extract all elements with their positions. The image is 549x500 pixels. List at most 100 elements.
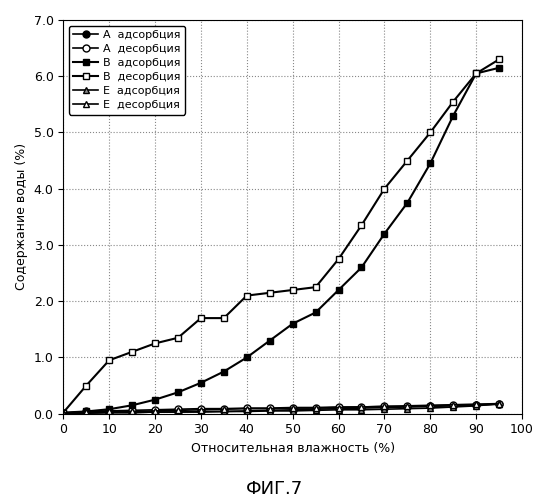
E  адсорбция xyxy=(473,403,479,409)
E  десорбция xyxy=(312,405,319,411)
A  адсорбция xyxy=(221,408,227,414)
B  десорбция xyxy=(221,315,227,321)
B  десорбция xyxy=(496,56,502,62)
A  десорбция xyxy=(450,402,457,408)
E  десорбция xyxy=(473,401,479,407)
E  адсорбция xyxy=(175,409,181,415)
E  адсорбция xyxy=(335,407,342,413)
E  десорбция xyxy=(404,403,411,409)
A  десорбция xyxy=(152,407,158,413)
B  десорбция xyxy=(473,70,479,76)
A  десорбция xyxy=(312,404,319,410)
B  десорбция xyxy=(381,186,388,192)
E  десорбция xyxy=(152,408,158,414)
A  десорбция xyxy=(129,408,136,414)
A  десорбция xyxy=(244,405,250,411)
A  адсорбция xyxy=(266,408,273,414)
B  адсорбция xyxy=(60,410,66,416)
A  адсорбция xyxy=(496,401,502,407)
Line: E  десорбция: E десорбция xyxy=(60,400,502,416)
B  адсорбция xyxy=(244,354,250,360)
A  десорбция xyxy=(358,404,365,410)
A  десорбция xyxy=(221,406,227,411)
A  десорбция xyxy=(496,401,502,407)
E  десорбция xyxy=(221,406,227,412)
A  десорбция xyxy=(106,408,113,414)
B  десорбция xyxy=(335,256,342,262)
E  адсорбция xyxy=(152,409,158,415)
B  десорбция xyxy=(312,284,319,290)
B  десорбция xyxy=(83,382,89,388)
E  десорбция xyxy=(106,408,113,414)
Line: E  адсорбция: E адсорбция xyxy=(60,400,502,416)
B  адсорбция xyxy=(496,65,502,71)
B  адсорбция xyxy=(152,396,158,402)
Line: A  десорбция: A десорбция xyxy=(60,400,502,416)
B  десорбция xyxy=(358,222,365,228)
Legend: A  адсорбция, A  десорбция, B  адсорбция, B  десорбция, E  адсорбция, E  десорбц: A адсорбция, A десорбция, B адсорбция, B… xyxy=(69,26,185,115)
B  десорбция xyxy=(60,410,66,416)
B  адсорбция xyxy=(83,408,89,414)
A  десорбция xyxy=(427,403,434,409)
A  адсорбция xyxy=(83,410,89,416)
Y-axis label: Содержание воды (%): Содержание воды (%) xyxy=(15,144,28,290)
B  десорбция xyxy=(427,130,434,136)
Line: B  адсорбция: B адсорбция xyxy=(60,64,502,416)
E  десорбция xyxy=(358,404,365,410)
A  десорбция xyxy=(289,404,296,410)
B  адсорбция xyxy=(312,310,319,316)
A  адсорбция xyxy=(289,407,296,413)
B  адсорбция xyxy=(358,264,365,270)
A  десорбция xyxy=(473,402,479,407)
A  адсорбция xyxy=(175,409,181,415)
A  десорбция xyxy=(83,408,89,414)
E  десорбция xyxy=(450,402,457,407)
E  адсорбция xyxy=(221,408,227,414)
B  десорбция xyxy=(289,287,296,293)
E  адсорбция xyxy=(60,410,66,416)
A  десорбция xyxy=(198,406,204,411)
Line: A  адсорбция: A адсорбция xyxy=(60,400,502,416)
A  десорбция xyxy=(404,404,411,409)
E  адсорбция xyxy=(496,400,502,406)
E  адсорбция xyxy=(312,408,319,414)
E  адсорбция xyxy=(358,407,365,413)
B  адсорбция xyxy=(427,160,434,166)
B  десорбция xyxy=(175,335,181,341)
A  десорбция xyxy=(266,405,273,411)
E  десорбция xyxy=(496,400,502,406)
E  адсорбция xyxy=(83,410,89,416)
E  адсорбция xyxy=(450,404,457,410)
A  десорбция xyxy=(381,404,388,409)
B  десорбция xyxy=(198,315,204,321)
E  десорбция xyxy=(427,402,434,408)
A  адсорбция xyxy=(450,403,457,409)
E  десорбция xyxy=(198,407,204,413)
A  адсорбция xyxy=(381,404,388,410)
E  адсорбция xyxy=(289,408,296,414)
E  десорбция xyxy=(335,404,342,410)
A  адсорбция xyxy=(152,409,158,415)
E  адсорбция xyxy=(381,406,388,412)
E  адсорбция xyxy=(198,409,204,415)
B  десорбция xyxy=(244,292,250,298)
B  десорбция xyxy=(266,290,273,296)
B  адсорбция xyxy=(129,402,136,408)
B  адсорбция xyxy=(106,406,113,412)
A  адсорбция xyxy=(473,402,479,408)
A  адсорбция xyxy=(335,406,342,411)
E  адсорбция xyxy=(427,405,434,411)
E  адсорбция xyxy=(266,408,273,414)
B  десорбция xyxy=(129,349,136,355)
A  адсорбция xyxy=(129,410,136,416)
B  адсорбция xyxy=(175,390,181,396)
B  десорбция xyxy=(404,158,411,164)
A  адсорбция xyxy=(312,406,319,412)
B  десорбция xyxy=(152,340,158,346)
A  адсорбция xyxy=(60,410,66,416)
B  адсорбция xyxy=(289,320,296,326)
E  адсорбция xyxy=(106,410,113,416)
B  адсорбция xyxy=(221,368,227,374)
Text: ФИГ.7: ФИГ.7 xyxy=(246,480,303,498)
A  десорбция xyxy=(60,410,66,416)
